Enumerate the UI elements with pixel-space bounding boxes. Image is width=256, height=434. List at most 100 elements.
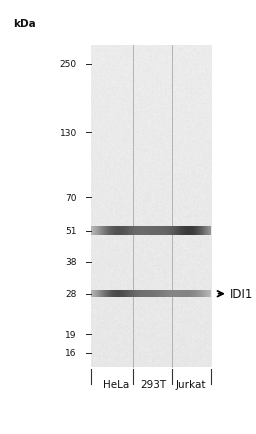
Bar xyxy=(141,290,142,298)
Bar xyxy=(197,227,198,236)
Bar xyxy=(127,227,128,236)
Bar xyxy=(209,290,210,298)
Bar xyxy=(131,227,132,236)
Bar xyxy=(199,290,200,298)
Bar xyxy=(122,227,123,236)
Bar xyxy=(131,290,132,298)
Bar xyxy=(194,227,195,236)
Bar xyxy=(153,227,154,236)
Bar xyxy=(192,227,193,236)
Bar xyxy=(158,290,159,298)
Bar xyxy=(135,227,136,236)
Bar xyxy=(128,290,129,298)
Bar xyxy=(171,227,172,236)
Bar xyxy=(176,290,177,298)
Bar xyxy=(171,290,172,298)
Bar xyxy=(119,227,120,236)
Bar xyxy=(188,227,189,236)
Bar xyxy=(103,290,104,298)
Bar xyxy=(114,227,115,236)
Bar xyxy=(203,227,204,236)
Bar xyxy=(160,290,161,298)
Bar xyxy=(168,227,169,236)
Bar xyxy=(205,227,206,236)
Bar xyxy=(132,290,133,298)
Bar xyxy=(150,227,151,236)
Bar xyxy=(106,290,107,298)
Bar xyxy=(98,227,99,236)
Bar xyxy=(186,290,187,298)
Bar xyxy=(120,227,121,236)
Bar xyxy=(109,290,110,298)
Bar xyxy=(154,227,155,236)
Text: 250: 250 xyxy=(60,60,77,69)
Bar xyxy=(93,227,94,236)
Bar xyxy=(104,227,105,236)
Bar xyxy=(193,290,194,298)
Bar xyxy=(202,290,203,298)
Bar xyxy=(204,227,205,236)
Bar xyxy=(174,290,175,298)
Bar xyxy=(187,227,188,236)
Bar xyxy=(185,227,186,236)
Bar xyxy=(200,290,201,298)
Bar xyxy=(113,227,114,236)
Text: HeLa: HeLa xyxy=(103,379,130,389)
Bar xyxy=(93,290,94,298)
Bar xyxy=(172,290,173,298)
Bar xyxy=(140,227,141,236)
Bar xyxy=(137,290,138,298)
Bar xyxy=(146,290,147,298)
Bar xyxy=(201,290,202,298)
Bar xyxy=(147,290,148,298)
Bar xyxy=(186,227,187,236)
Bar xyxy=(166,290,167,298)
Bar xyxy=(168,290,169,298)
Bar xyxy=(183,290,184,298)
Bar xyxy=(138,290,139,298)
Bar xyxy=(142,227,143,236)
Bar xyxy=(206,290,207,298)
Bar xyxy=(174,227,175,236)
Bar xyxy=(206,227,207,236)
Bar xyxy=(162,290,163,298)
Bar xyxy=(207,290,208,298)
Text: 28: 28 xyxy=(66,289,77,299)
Bar xyxy=(201,227,202,236)
Bar xyxy=(172,227,173,236)
Bar xyxy=(116,290,117,298)
Bar xyxy=(175,227,176,236)
Bar xyxy=(198,227,199,236)
Bar xyxy=(144,290,145,298)
Bar xyxy=(159,227,160,236)
Bar xyxy=(121,227,122,236)
Bar xyxy=(108,227,109,236)
Bar xyxy=(102,227,103,236)
Bar xyxy=(138,227,139,236)
Bar xyxy=(196,227,197,236)
Bar xyxy=(126,227,127,236)
Bar xyxy=(187,290,188,298)
Bar xyxy=(197,290,198,298)
Bar xyxy=(151,290,152,298)
Bar xyxy=(117,227,118,236)
Bar xyxy=(102,290,103,298)
Bar xyxy=(177,227,178,236)
Bar xyxy=(210,290,211,298)
Bar xyxy=(184,290,185,298)
Bar xyxy=(209,227,210,236)
Bar xyxy=(117,290,118,298)
Bar xyxy=(119,290,120,298)
Bar xyxy=(208,227,209,236)
Bar xyxy=(162,227,163,236)
Bar xyxy=(136,290,137,298)
Bar xyxy=(124,290,125,298)
Bar xyxy=(205,290,206,298)
Bar xyxy=(160,227,161,236)
Bar xyxy=(110,227,111,236)
Bar xyxy=(194,290,195,298)
Bar xyxy=(145,290,146,298)
Bar xyxy=(179,290,180,298)
Bar xyxy=(105,227,106,236)
Bar xyxy=(95,290,96,298)
